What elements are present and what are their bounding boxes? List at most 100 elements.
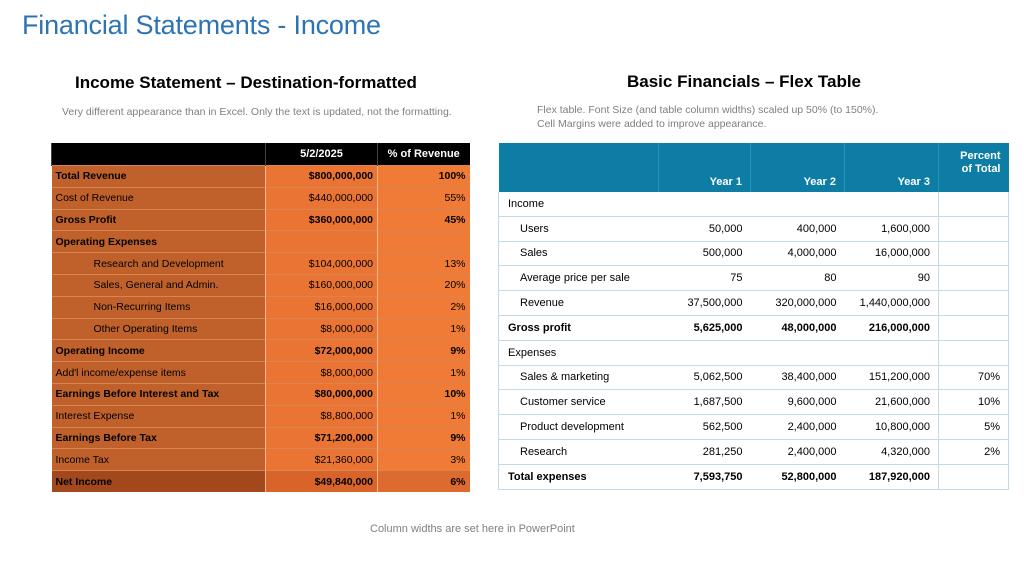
row-year3: 1,600,000 (844, 216, 939, 242)
row-year2: 4,000,000 (750, 241, 845, 267)
row-amount: $8,000,000 (265, 317, 378, 340)
flex-table-heading: Basic Financials – Flex Table (627, 72, 862, 91)
table-row: Income (498, 192, 1009, 217)
income-statement-note: Very different appearance than in Excel.… (62, 106, 452, 118)
row-label: Income (498, 192, 659, 217)
row-pct: 1% (377, 361, 470, 384)
row-label: Add'l income/expense items (51, 361, 266, 384)
row-year1 (658, 192, 751, 217)
row-year3 (844, 192, 939, 217)
row-label: Sales (498, 241, 659, 267)
row-year2: 38,400,000 (750, 365, 845, 391)
row-year2: 52,800,000 (750, 464, 845, 490)
row-label: Research (498, 439, 659, 465)
table-row: Other Operating Items $8,000,000 1% (51, 317, 470, 340)
table-row: Users 50,000 400,000 1,600,000 (498, 216, 1009, 242)
row-pct: 1% (377, 404, 470, 428)
table-row: Product development 562,500 2,400,000 10… (498, 414, 1009, 440)
row-year3: 187,920,000 (844, 464, 939, 490)
income-statement-table: 5/2/2025 % of Revenue Total Revenue $800… (51, 143, 470, 492)
row-label: Revenue (498, 290, 659, 316)
row-amount: $360,000,000 (265, 208, 378, 231)
row-label: Other Operating Items (51, 317, 266, 340)
row-year2: 80 (750, 265, 845, 292)
table-row: Total expenses 7,593,750 52,800,000 187,… (498, 464, 1009, 490)
row-amount: $49,840,000 (265, 470, 378, 492)
row-pct: 2% (938, 439, 1009, 465)
row-label: Sales, General and Admin. (51, 273, 266, 297)
row-pct (938, 315, 1009, 341)
row-year1: 1,687,500 (658, 389, 751, 416)
table-row: Gross Profit $360,000,000 45% (51, 208, 470, 231)
flex-header-label (498, 143, 659, 192)
table-row: Gross profit 5,625,000 48,000,000 216,00… (498, 315, 1009, 341)
flex-header-pct-line2: of Total (961, 163, 1001, 175)
row-pct: 1% (377, 317, 470, 340)
row-amount: $104,000,000 (265, 252, 378, 275)
row-year2: 320,000,000 (750, 290, 845, 316)
flex-table-note-line2: Cell Margins were added to improve appea… (537, 118, 767, 130)
row-label: Product development (498, 414, 659, 440)
table-row: Income Tax $21,360,000 3% (51, 448, 470, 471)
row-pct (938, 216, 1009, 242)
table-row: Earnings Before Interest and Tax $80,000… (51, 382, 470, 406)
row-amount: $80,000,000 (265, 382, 378, 406)
row-pct: 10% (938, 389, 1009, 416)
income-header-date: 5/2/2025 (265, 143, 378, 166)
row-year3: 1,440,000,000 (844, 290, 939, 316)
table-row: Customer service 1,687,500 9,600,000 21,… (498, 389, 1009, 416)
row-pct: 10% (377, 382, 470, 406)
flex-header-year2: Year 2 (750, 143, 845, 192)
flex-header-row: Year 1 Year 2 Year 3 Percent of Total (498, 143, 1009, 192)
table-row: Add'l income/expense items $8,000,000 1% (51, 361, 470, 384)
table-row: Operating Income $72,000,000 9% (51, 339, 470, 362)
row-pct: 9% (377, 339, 470, 362)
row-pct: 5% (938, 414, 1009, 440)
income-statement-heading: Income Statement – Destination-formatted (75, 73, 417, 92)
row-year3: 90 (844, 265, 939, 292)
row-year3 (844, 340, 939, 366)
row-label: Non-Recurring Items (51, 295, 266, 319)
row-year1: 7,593,750 (658, 464, 751, 490)
row-label: Gross profit (498, 315, 659, 341)
row-year3: 216,000,000 (844, 315, 939, 341)
row-year2: 2,400,000 (750, 439, 845, 465)
row-amount: $800,000,000 (265, 165, 378, 188)
table-row: Cost of Revenue $440,000,000 55% (51, 186, 470, 210)
row-year2: 9,600,000 (750, 389, 845, 416)
table-row: Sales, General and Admin. $160,000,000 2… (51, 273, 470, 297)
table-row: Revenue 37,500,000 320,000,000 1,440,000… (498, 290, 1009, 316)
row-label: Expenses (498, 340, 659, 366)
income-header-row: 5/2/2025 % of Revenue (51, 143, 470, 166)
row-amount: $71,200,000 (265, 426, 378, 449)
row-label: Cost of Revenue (51, 186, 266, 210)
row-year1: 500,000 (658, 241, 751, 267)
row-year1: 281,250 (658, 439, 751, 465)
row-amount: $16,000,000 (265, 295, 378, 319)
row-pct: 45% (377, 208, 470, 231)
row-amount: $72,000,000 (265, 339, 378, 362)
row-year3: 151,200,000 (844, 365, 939, 391)
row-pct: 6% (377, 470, 470, 492)
row-year2: 48,000,000 (750, 315, 845, 341)
row-label: Total expenses (498, 464, 659, 490)
row-pct: 3% (377, 448, 470, 471)
row-year1: 50,000 (658, 216, 751, 242)
flex-header-year3: Year 3 (844, 143, 939, 192)
flex-header-pct-line1: Percent (960, 150, 1001, 162)
row-amount: $440,000,000 (265, 186, 378, 210)
flex-header-year1: Year 1 (658, 143, 751, 192)
row-pct: 70% (938, 365, 1009, 391)
row-pct: 20% (377, 273, 470, 297)
table-row: Average price per sale 75 80 90 (498, 265, 1009, 292)
row-pct: 55% (377, 186, 470, 210)
row-pct: 2% (377, 295, 470, 319)
table-row: Research 281,250 2,400,000 4,320,000 2% (498, 439, 1009, 465)
row-year1 (658, 340, 751, 366)
footer-note: Column widths are set here in PowerPoint (370, 523, 575, 535)
row-pct: 13% (377, 252, 470, 275)
flex-table-note-line1: Flex table. Font Size (and table column … (537, 104, 879, 116)
table-row: Non-Recurring Items $16,000,000 2% (51, 295, 470, 319)
row-year2 (750, 192, 845, 217)
row-pct (938, 241, 1009, 267)
